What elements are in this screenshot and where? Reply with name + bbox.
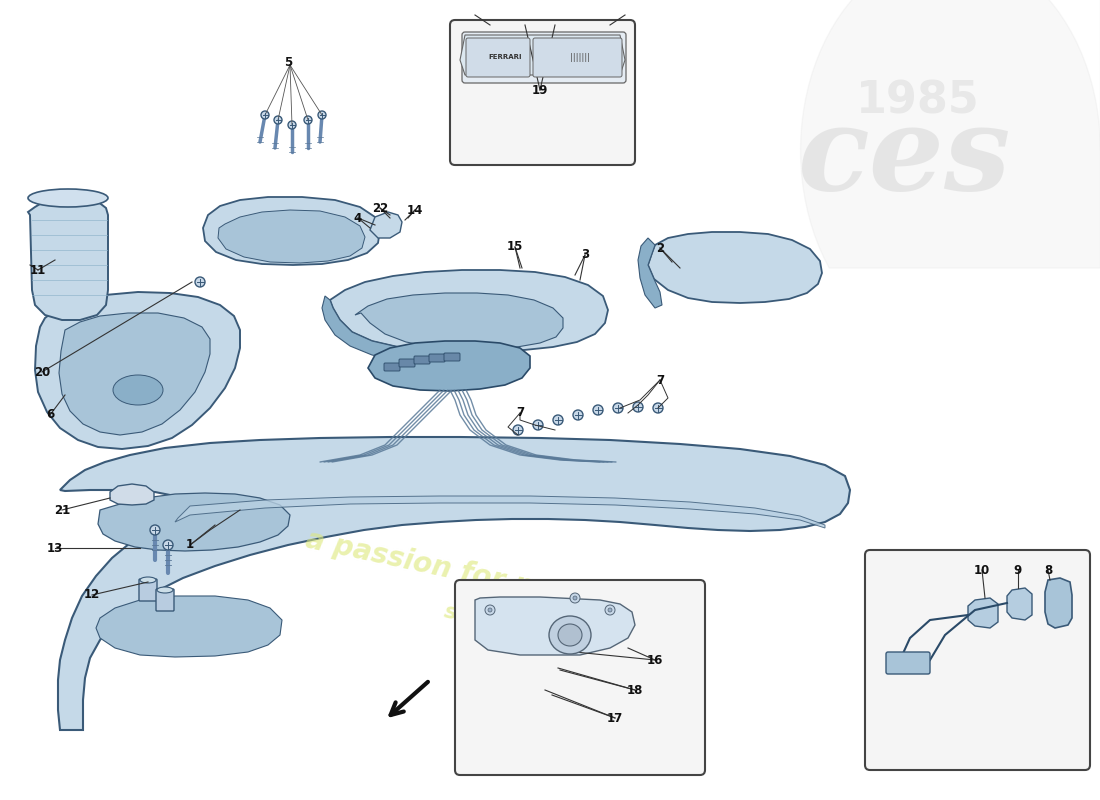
Text: FERRARI: FERRARI — [488, 54, 521, 60]
Text: 16: 16 — [647, 654, 663, 666]
Circle shape — [593, 405, 603, 415]
Text: 19: 19 — [531, 83, 548, 97]
Polygon shape — [58, 437, 850, 730]
FancyBboxPatch shape — [414, 356, 430, 364]
Polygon shape — [638, 238, 662, 308]
Circle shape — [288, 121, 296, 129]
Circle shape — [573, 410, 583, 420]
Polygon shape — [98, 493, 290, 551]
Circle shape — [573, 596, 578, 600]
Polygon shape — [110, 484, 154, 505]
Polygon shape — [175, 496, 825, 528]
FancyBboxPatch shape — [455, 580, 705, 775]
Text: |||||||: ||||||| — [570, 53, 590, 62]
Polygon shape — [35, 292, 240, 449]
Text: 1985: 1985 — [856, 80, 980, 123]
Polygon shape — [968, 598, 998, 628]
Polygon shape — [370, 212, 402, 238]
Circle shape — [304, 116, 312, 124]
Circle shape — [195, 277, 205, 287]
FancyBboxPatch shape — [429, 354, 446, 362]
Text: 15: 15 — [507, 241, 524, 254]
Ellipse shape — [140, 577, 156, 583]
Polygon shape — [96, 596, 282, 657]
Ellipse shape — [558, 624, 582, 646]
Circle shape — [570, 593, 580, 603]
FancyBboxPatch shape — [450, 20, 635, 165]
FancyBboxPatch shape — [534, 38, 622, 77]
Polygon shape — [330, 270, 608, 351]
Text: 9: 9 — [1014, 563, 1022, 577]
Circle shape — [488, 608, 492, 612]
Text: since 1985: since 1985 — [442, 601, 578, 649]
Polygon shape — [460, 35, 625, 75]
Circle shape — [150, 525, 160, 535]
Ellipse shape — [549, 616, 591, 654]
Ellipse shape — [157, 587, 173, 593]
Circle shape — [485, 605, 495, 615]
FancyBboxPatch shape — [865, 550, 1090, 770]
Text: 10: 10 — [974, 563, 990, 577]
Polygon shape — [475, 597, 635, 655]
FancyBboxPatch shape — [156, 589, 174, 611]
Text: 8: 8 — [1044, 563, 1052, 577]
Circle shape — [608, 608, 612, 612]
Polygon shape — [648, 232, 822, 303]
Text: 14: 14 — [407, 203, 424, 217]
Text: 3: 3 — [581, 249, 590, 262]
Text: 17: 17 — [607, 711, 623, 725]
FancyBboxPatch shape — [462, 32, 626, 83]
FancyBboxPatch shape — [444, 353, 460, 361]
Circle shape — [605, 605, 615, 615]
Polygon shape — [204, 197, 380, 265]
Circle shape — [163, 540, 173, 550]
Text: 7: 7 — [656, 374, 664, 386]
Ellipse shape — [28, 189, 108, 207]
Polygon shape — [1045, 578, 1072, 628]
Circle shape — [261, 111, 270, 119]
Text: 2: 2 — [656, 242, 664, 254]
Circle shape — [632, 402, 644, 412]
Text: 20: 20 — [34, 366, 51, 378]
Text: 12: 12 — [84, 589, 100, 602]
FancyBboxPatch shape — [139, 579, 157, 601]
Text: 21: 21 — [54, 503, 70, 517]
Text: 5: 5 — [284, 55, 293, 69]
Polygon shape — [355, 293, 563, 349]
FancyBboxPatch shape — [399, 359, 415, 367]
Text: 1: 1 — [186, 538, 194, 551]
Polygon shape — [28, 198, 108, 320]
Text: ces: ces — [796, 100, 1010, 215]
Text: 18: 18 — [627, 683, 644, 697]
FancyBboxPatch shape — [466, 38, 530, 77]
Text: 13: 13 — [47, 542, 63, 554]
Circle shape — [553, 415, 563, 425]
Text: a passion for parts: a passion for parts — [304, 526, 597, 614]
Polygon shape — [322, 296, 398, 360]
FancyBboxPatch shape — [384, 363, 400, 371]
Polygon shape — [218, 210, 365, 263]
Ellipse shape — [113, 375, 163, 405]
Circle shape — [653, 403, 663, 413]
Polygon shape — [1006, 588, 1032, 620]
Circle shape — [534, 420, 543, 430]
Text: 11: 11 — [30, 263, 46, 277]
Text: 6: 6 — [46, 409, 54, 422]
Text: 7: 7 — [516, 406, 524, 419]
Polygon shape — [59, 313, 210, 435]
Circle shape — [318, 111, 326, 119]
Text: 22: 22 — [372, 202, 388, 214]
Text: 4: 4 — [354, 211, 362, 225]
Circle shape — [513, 425, 522, 435]
Polygon shape — [368, 341, 530, 391]
Circle shape — [274, 116, 282, 124]
Circle shape — [613, 403, 623, 413]
FancyBboxPatch shape — [886, 652, 929, 674]
